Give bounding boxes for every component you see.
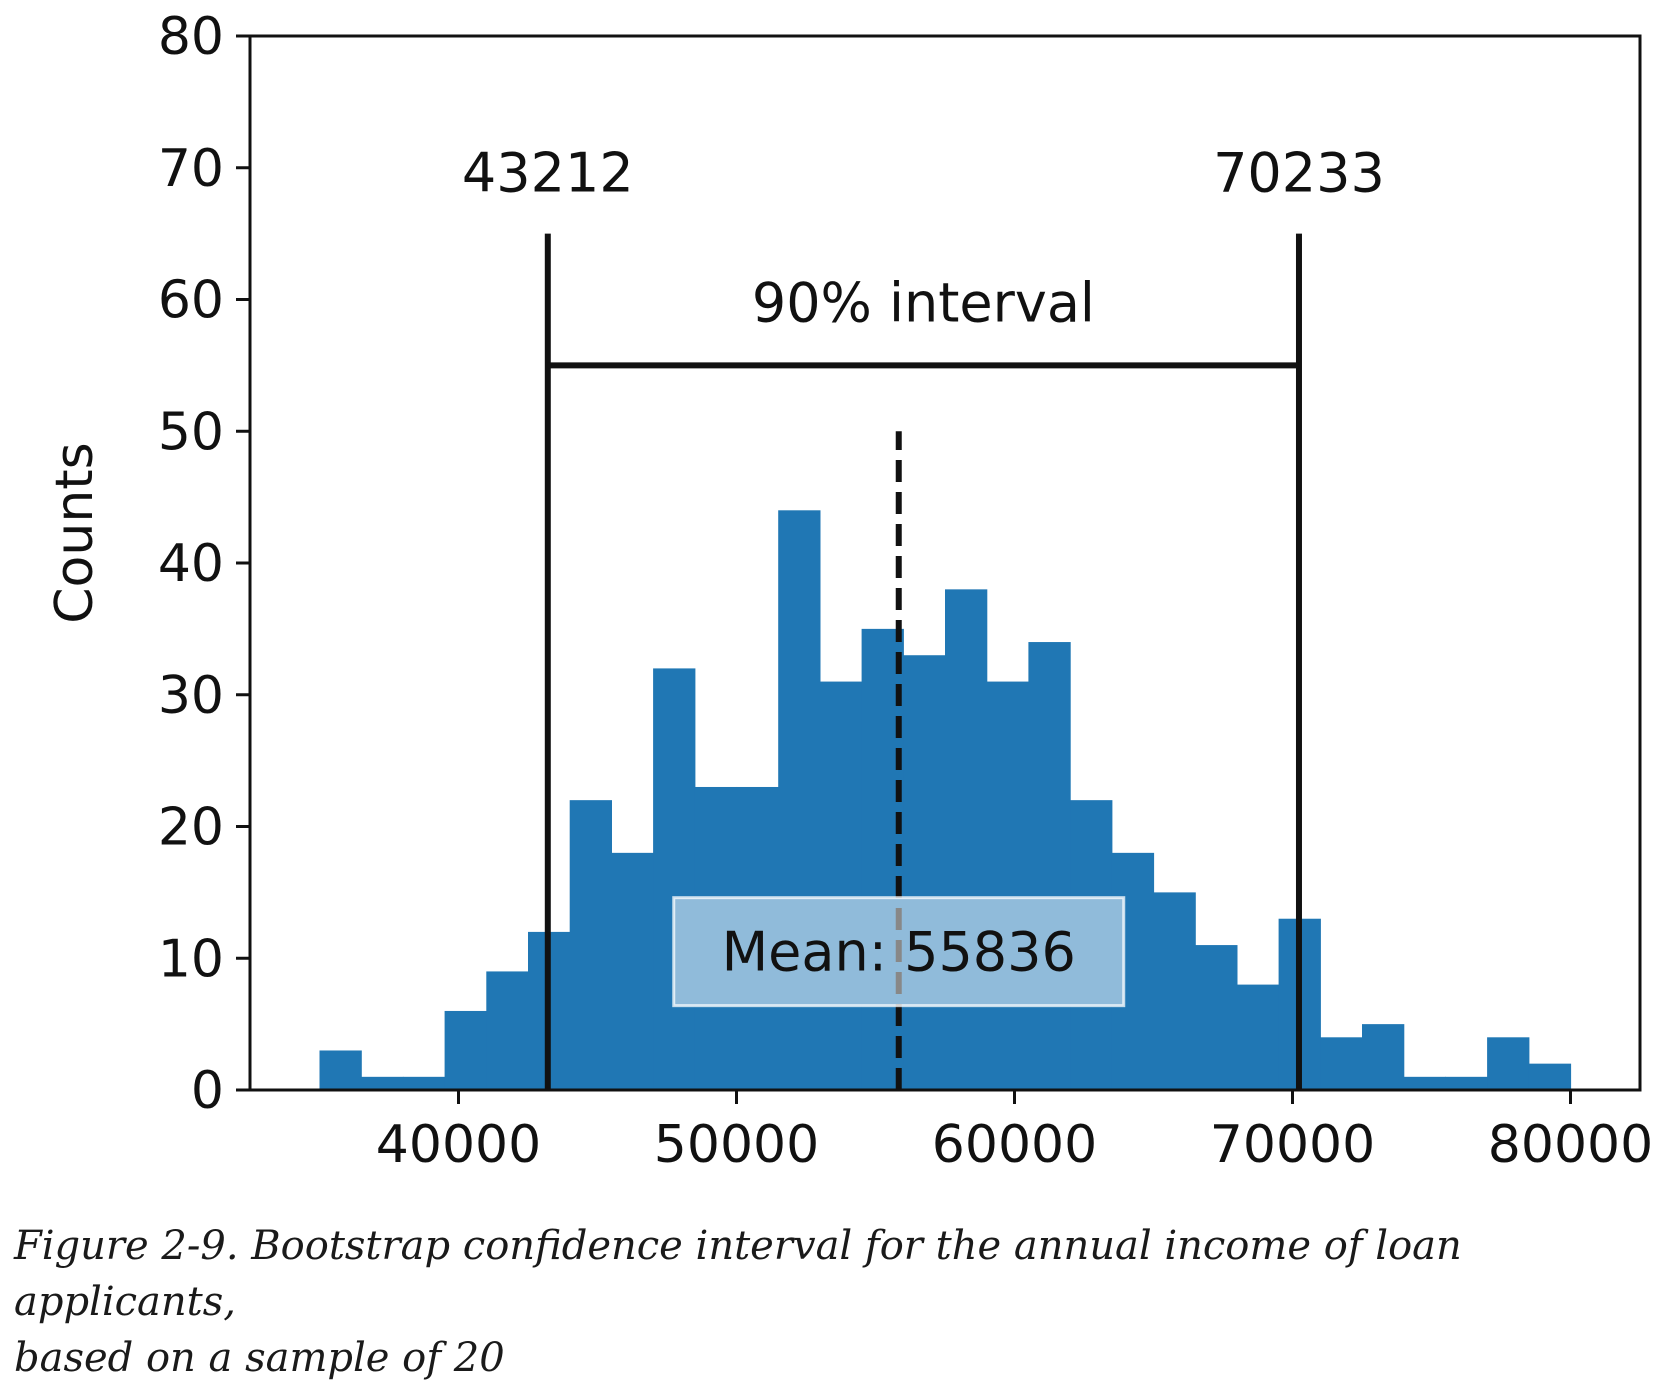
histogram-bar: [903, 655, 946, 1090]
interval-label: 90% interval: [752, 271, 1095, 334]
y-tick-label: 40: [158, 534, 224, 594]
histogram-chart: 43212 70233 90% interval Mean: 55836 0 10 20 30…: [45, 7, 1653, 1175]
histogram-bar: [1445, 1076, 1488, 1090]
interval-upper-label: 70233: [1213, 142, 1385, 205]
histogram-bar: [945, 589, 988, 1090]
y-tick-label: 20: [158, 798, 224, 858]
figure: 43212 70233 90% interval Mean: 55836 0 10 20 30…: [14, 7, 1653, 1381]
y-tick-label: 10: [158, 929, 224, 989]
y-tick-label: 30: [158, 666, 224, 726]
histogram-bar: [1487, 1037, 1530, 1090]
histogram-bar: [1362, 1024, 1405, 1090]
histogram-bar: [819, 681, 863, 1090]
histogram-bar: [653, 668, 696, 1090]
histogram-bar: [1528, 1063, 1572, 1090]
histogram-bar: [1403, 1076, 1446, 1090]
histogram-bar: [1153, 892, 1196, 1090]
histogram-bar: [569, 800, 612, 1090]
histogram-bar: [611, 852, 654, 1090]
x-tick-label: 80000: [1488, 1115, 1653, 1175]
y-tick-label: 0: [191, 1061, 224, 1121]
y-tick-label: 60: [158, 271, 224, 331]
x-tick-label: 70000: [1210, 1115, 1375, 1175]
x-tick-label: 60000: [932, 1115, 1097, 1175]
y-axis-label: Counts: [45, 442, 105, 624]
caption-line-2: based on a sample of 20: [14, 1335, 505, 1381]
mean-label-box: [672, 896, 1126, 1008]
y-tick-label: 70: [158, 139, 224, 199]
histogram-bar: [361, 1076, 404, 1090]
histogram-bar: [986, 681, 1029, 1090]
x-tick-label: 40000: [376, 1115, 541, 1175]
x-tick-label: 50000: [654, 1115, 819, 1175]
mean-label: Mean: 55836: [722, 921, 1076, 984]
histogram-bar: [319, 1050, 362, 1090]
histogram-bar: [1320, 1037, 1363, 1090]
histogram-bar: [402, 1076, 446, 1090]
y-tick-label: 50: [158, 402, 224, 462]
figure-caption: Figure 2-9. Bootstrap confidence interva…: [14, 1218, 1654, 1386]
histogram-bar: [486, 971, 529, 1090]
y-tick-label: 80: [158, 7, 224, 67]
histogram-bar: [1195, 945, 1238, 1090]
histogram-bar: [1028, 642, 1071, 1090]
histogram-bar: [444, 1010, 487, 1090]
caption-line-1: Figure 2-9. Bootstrap confidence interva…: [14, 1223, 1462, 1325]
histogram-bar: [1236, 984, 1280, 1090]
interval-lower-label: 43212: [462, 142, 634, 205]
